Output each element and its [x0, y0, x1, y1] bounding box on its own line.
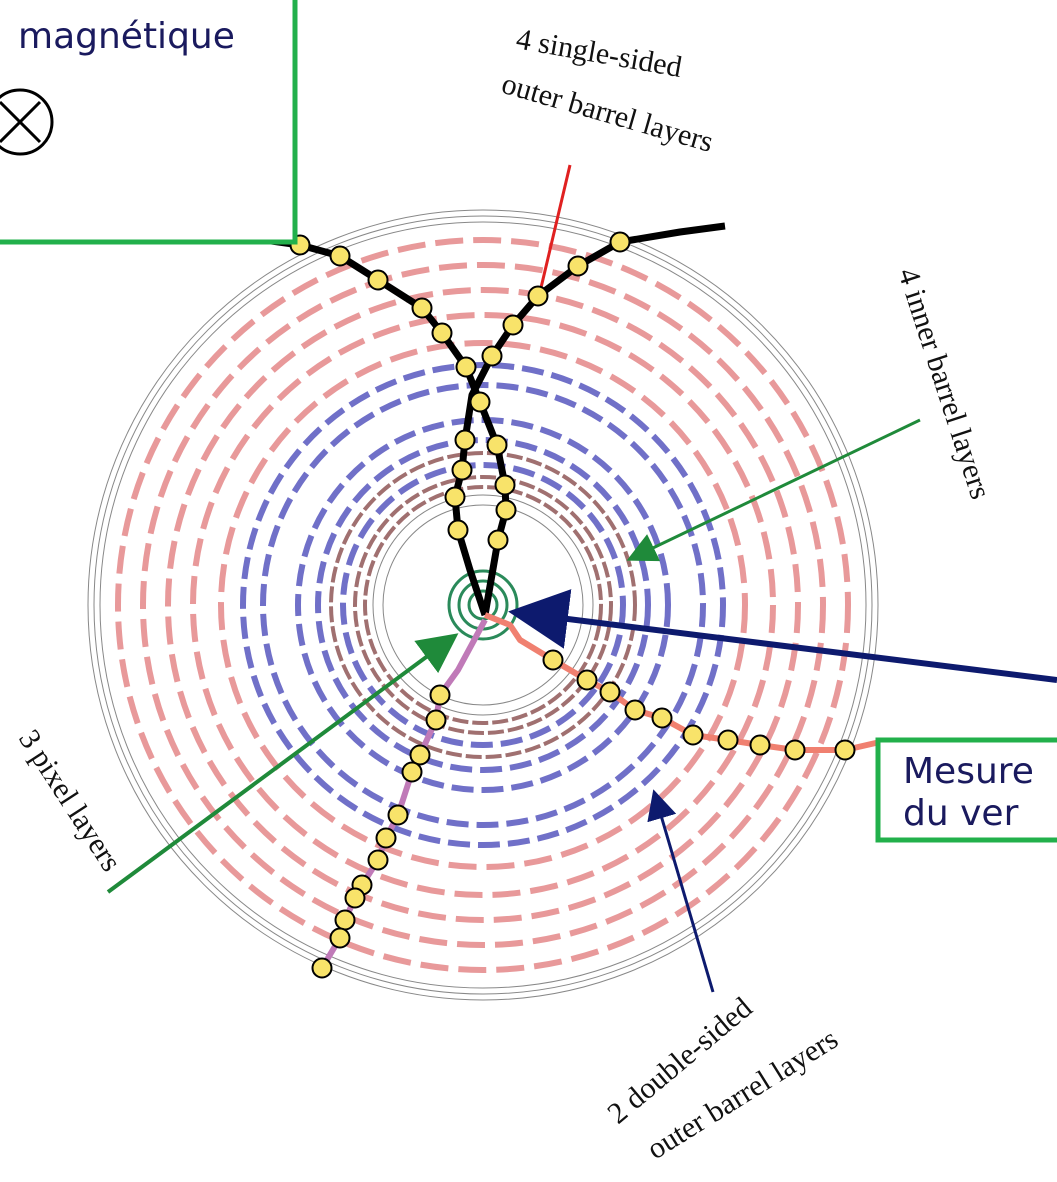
hit — [403, 763, 422, 782]
hit — [489, 531, 508, 550]
hit — [569, 257, 588, 276]
hit — [544, 651, 563, 670]
label: 4 inner barrel layers — [891, 264, 997, 503]
tracker-diagram: magnétique Mesure du ver 4 single-sided … — [0, 0, 1057, 1182]
field-text: magnétique — [18, 16, 235, 57]
hit — [578, 671, 597, 690]
hit — [504, 316, 523, 335]
hit — [488, 436, 507, 455]
hit — [529, 287, 548, 306]
hit — [611, 233, 630, 252]
hit — [369, 271, 388, 290]
hit — [719, 731, 738, 750]
hit — [433, 324, 452, 343]
hit — [331, 247, 350, 266]
hit — [453, 461, 472, 480]
hit — [431, 686, 450, 705]
hit — [427, 711, 446, 730]
hit — [471, 393, 490, 412]
hit — [449, 521, 468, 540]
vertex-text: Mesure — [903, 751, 1034, 792]
hit — [786, 741, 805, 760]
label: outer barrel layers — [498, 67, 717, 159]
vertex-text: du ver — [903, 793, 1019, 834]
hit — [313, 959, 332, 978]
hit — [483, 347, 502, 366]
label: 4 single-sided — [514, 22, 685, 84]
arrow — [520, 613, 1057, 680]
hit — [626, 701, 645, 720]
hit — [497, 501, 516, 520]
hit — [413, 299, 432, 318]
label: outer barrel layers — [641, 1022, 844, 1166]
hit — [346, 889, 365, 908]
hit — [369, 851, 388, 870]
hit — [446, 488, 465, 507]
hit — [836, 741, 855, 760]
hit — [751, 736, 770, 755]
hit — [601, 683, 620, 702]
hit — [377, 829, 396, 848]
label: 3 pixel layers — [12, 724, 128, 878]
hit — [456, 431, 475, 450]
hit — [336, 911, 355, 930]
arrow — [632, 420, 920, 558]
hit — [457, 358, 476, 377]
tracks — [250, 226, 880, 978]
hit — [653, 709, 672, 728]
hit — [389, 806, 408, 825]
hit — [331, 929, 350, 948]
hit — [684, 726, 703, 745]
hit — [496, 476, 515, 495]
